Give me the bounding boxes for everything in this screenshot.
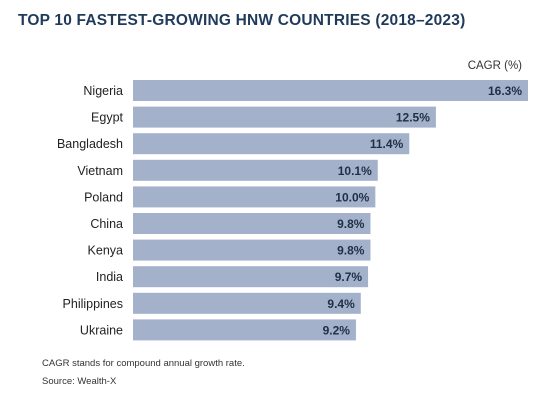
category-label-ukraine: Ukraine xyxy=(80,323,123,337)
value-label-china: 9.8% xyxy=(337,217,365,231)
bar-egypt xyxy=(133,107,436,128)
category-label-kenya: Kenya xyxy=(88,244,123,258)
value-label-poland: 10.0% xyxy=(335,190,369,204)
bar-china xyxy=(133,213,370,234)
source-note: Source: Wealth-X xyxy=(42,376,116,387)
value-label-vietnam: 10.1% xyxy=(338,164,372,178)
bar-nigeria xyxy=(133,80,528,101)
category-label-china: China xyxy=(90,217,123,231)
bar-bangladesh xyxy=(133,133,409,154)
value-label-india: 9.7% xyxy=(335,270,363,284)
value-label-kenya: 9.8% xyxy=(337,244,365,258)
category-label-nigeria: Nigeria xyxy=(83,84,123,98)
bar-india xyxy=(133,266,368,287)
category-label-india: India xyxy=(96,270,123,284)
footnote: CAGR stands for compound annual growth r… xyxy=(42,358,245,369)
bar-kenya xyxy=(133,240,370,261)
value-label-egypt: 12.5% xyxy=(396,111,430,125)
bar-chart: Nigeria 16.3% Egypt 12.5% Bangladesh 11.4% Vie… xyxy=(0,0,560,350)
category-label-poland: Poland xyxy=(84,190,123,204)
category-label-philippines: Philippines xyxy=(63,297,123,311)
value-label-ukraine: 9.2% xyxy=(323,323,351,337)
category-label-egypt: Egypt xyxy=(91,111,123,125)
category-label-vietnam: Vietnam xyxy=(77,164,123,178)
value-label-philippines: 9.4% xyxy=(327,297,355,311)
category-label-bangladesh: Bangladesh xyxy=(57,137,123,151)
value-label-bangladesh: 11.4% xyxy=(370,137,404,151)
value-label-nigeria: 16.3% xyxy=(488,84,522,98)
